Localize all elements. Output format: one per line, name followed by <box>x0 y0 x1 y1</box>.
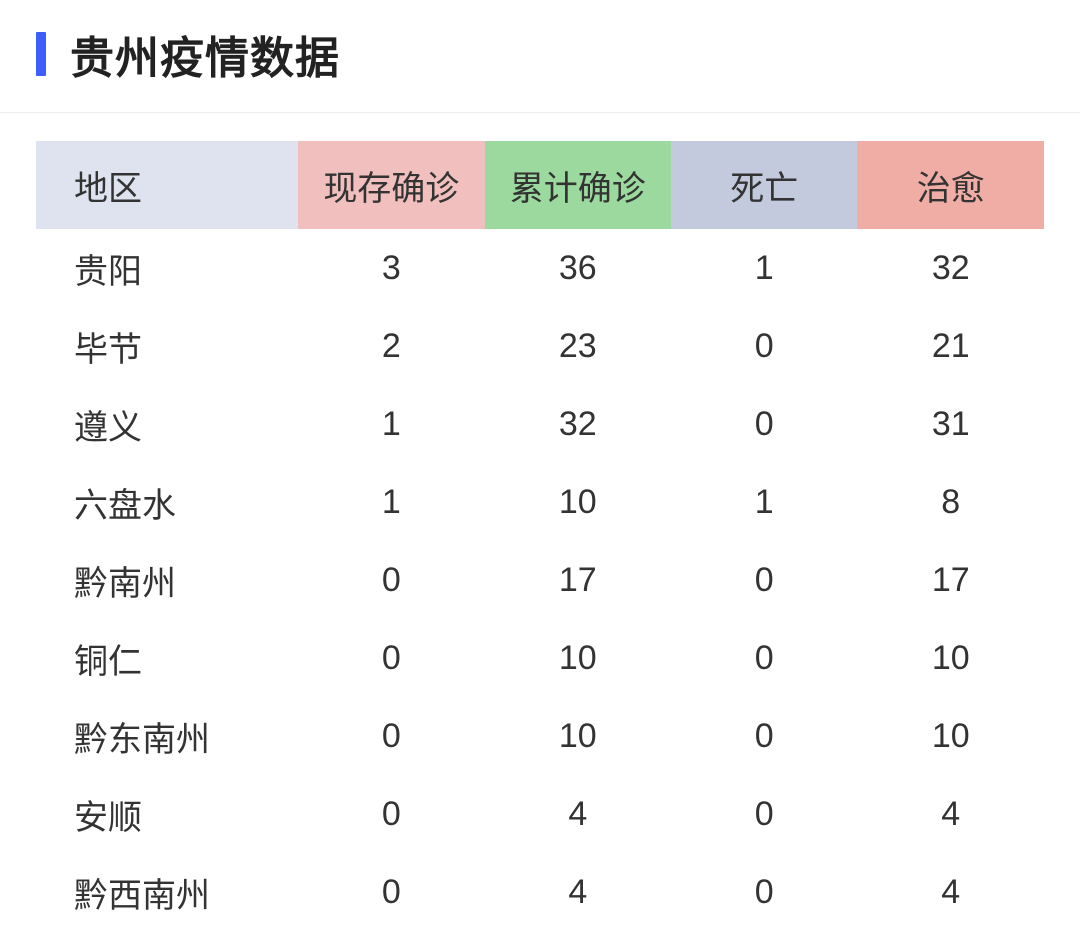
cell-death: 0 <box>671 775 857 853</box>
cell-region: 黔西南州 <box>36 853 298 931</box>
cell-total: 32 <box>485 385 671 463</box>
cell-region: 黔东南州 <box>36 697 298 775</box>
cell-current: 2 <box>298 307 484 385</box>
table-row: 铜仁010010 <box>36 619 1044 697</box>
table-row: 黔南州017017 <box>36 541 1044 619</box>
cell-region: 贵阳 <box>36 229 298 307</box>
title-bar: 贵州疫情数据 <box>0 0 1080 113</box>
page-title: 贵州疫情数据 <box>70 22 340 86</box>
table-row: 贵阳336132 <box>36 229 1044 307</box>
cell-current: 0 <box>298 775 484 853</box>
cell-cured: 32 <box>857 229 1044 307</box>
cell-region: 遵义 <box>36 385 298 463</box>
cell-cured: 21 <box>857 307 1044 385</box>
cell-total: 10 <box>485 463 671 541</box>
cell-cured: 4 <box>857 853 1044 931</box>
cell-current: 3 <box>298 229 484 307</box>
cell-cured: 10 <box>857 619 1044 697</box>
table-header-row: 地区 现存确诊 累计确诊 死亡 治愈 <box>36 141 1044 229</box>
cell-death: 0 <box>671 541 857 619</box>
cell-death: 0 <box>671 697 857 775</box>
cell-current: 0 <box>298 853 484 931</box>
cell-total: 23 <box>485 307 671 385</box>
header-region: 地区 <box>36 141 298 229</box>
cell-current: 0 <box>298 541 484 619</box>
cell-current: 0 <box>298 697 484 775</box>
cell-death: 0 <box>671 619 857 697</box>
cell-current: 1 <box>298 385 484 463</box>
cell-region: 六盘水 <box>36 463 298 541</box>
header-current: 现存确诊 <box>298 141 484 229</box>
cell-total: 17 <box>485 541 671 619</box>
cell-cured: 10 <box>857 697 1044 775</box>
cell-total: 36 <box>485 229 671 307</box>
cell-total: 4 <box>485 775 671 853</box>
cell-cured: 4 <box>857 775 1044 853</box>
cell-death: 0 <box>671 385 857 463</box>
table-container: 地区 现存确诊 累计确诊 死亡 治愈 贵阳336132毕节223021遵义132… <box>0 113 1080 931</box>
cell-current: 0 <box>298 619 484 697</box>
cell-death: 0 <box>671 307 857 385</box>
cell-cured: 17 <box>857 541 1044 619</box>
cell-death: 0 <box>671 853 857 931</box>
header-cured: 治愈 <box>857 141 1044 229</box>
cell-total: 10 <box>485 619 671 697</box>
cell-region: 毕节 <box>36 307 298 385</box>
cell-region: 安顺 <box>36 775 298 853</box>
table-row: 安顺0404 <box>36 775 1044 853</box>
title-accent-marker <box>36 32 46 76</box>
header-death: 死亡 <box>671 141 857 229</box>
header-total: 累计确诊 <box>485 141 671 229</box>
table-row: 黔东南州010010 <box>36 697 1044 775</box>
cell-total: 4 <box>485 853 671 931</box>
cell-cured: 8 <box>857 463 1044 541</box>
table-row: 黔西南州0404 <box>36 853 1044 931</box>
table-row: 六盘水11018 <box>36 463 1044 541</box>
cell-region: 黔南州 <box>36 541 298 619</box>
table-row: 遵义132031 <box>36 385 1044 463</box>
cell-total: 10 <box>485 697 671 775</box>
table-body: 贵阳336132毕节223021遵义132031六盘水11018黔南州01701… <box>36 229 1044 931</box>
epidemic-data-table: 地区 现存确诊 累计确诊 死亡 治愈 贵阳336132毕节223021遵义132… <box>36 141 1044 931</box>
table-row: 毕节223021 <box>36 307 1044 385</box>
cell-current: 1 <box>298 463 484 541</box>
cell-region: 铜仁 <box>36 619 298 697</box>
cell-death: 1 <box>671 229 857 307</box>
cell-death: 1 <box>671 463 857 541</box>
cell-cured: 31 <box>857 385 1044 463</box>
